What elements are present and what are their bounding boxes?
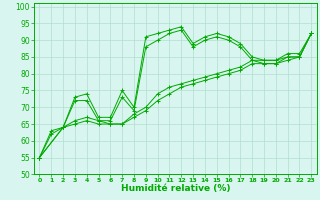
X-axis label: Humidité relative (%): Humidité relative (%) bbox=[121, 184, 230, 193]
